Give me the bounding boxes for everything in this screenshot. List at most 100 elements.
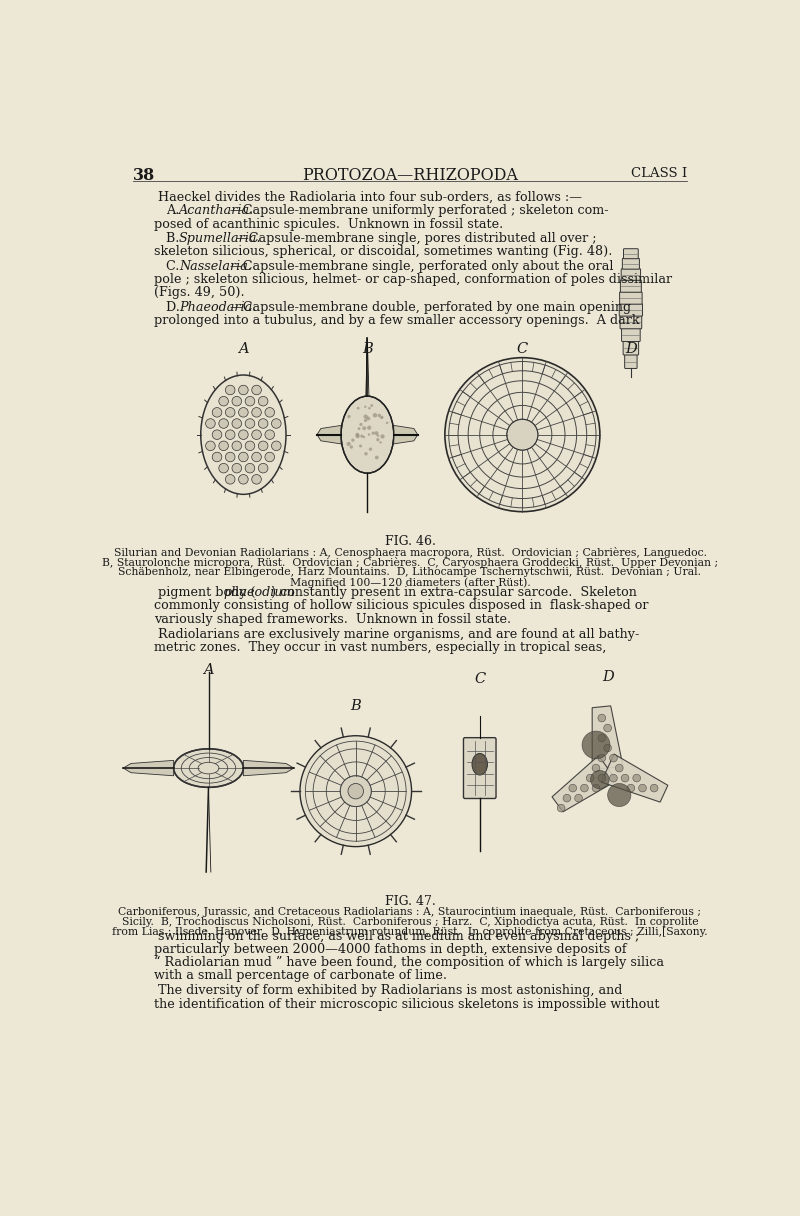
Circle shape <box>598 754 606 762</box>
Circle shape <box>376 438 379 441</box>
Circle shape <box>375 456 378 460</box>
Circle shape <box>590 771 609 789</box>
Circle shape <box>245 396 254 406</box>
Text: C.: C. <box>166 260 183 272</box>
Text: Spumellaria.: Spumellaria. <box>179 232 262 246</box>
Circle shape <box>381 416 383 418</box>
Circle shape <box>445 358 600 512</box>
Circle shape <box>374 432 378 435</box>
Circle shape <box>363 415 368 418</box>
Circle shape <box>238 407 248 417</box>
Text: The diversity of form exhibited by Radiolarians is most astonishing, and: The diversity of form exhibited by Radio… <box>158 985 622 997</box>
Circle shape <box>507 420 538 450</box>
Text: pigment body (: pigment body ( <box>158 586 256 599</box>
Circle shape <box>558 804 565 812</box>
Polygon shape <box>317 426 341 444</box>
Polygon shape <box>552 755 617 812</box>
FancyBboxPatch shape <box>622 328 640 342</box>
Circle shape <box>340 776 371 806</box>
Circle shape <box>245 418 254 428</box>
Circle shape <box>238 430 248 439</box>
Text: with a small percentage of carbonate of lime.: with a small percentage of carbonate of … <box>154 969 447 983</box>
Circle shape <box>362 427 366 430</box>
Text: Phaeodaria.: Phaeodaria. <box>179 300 256 314</box>
Text: Schäbenholz, near Elbingerode, Harz Mountains.  D, Lithocampe Tschernytschwii, R: Schäbenholz, near Elbingerode, Harz Moun… <box>118 567 702 578</box>
Text: CLASS I: CLASS I <box>631 168 687 180</box>
Ellipse shape <box>341 396 394 473</box>
Circle shape <box>226 452 235 462</box>
Circle shape <box>366 417 370 421</box>
Text: Carboniferous, Jurassic, and Cretaceous Radiolarians : A, Staurocintium inaequal: Carboniferous, Jurassic, and Cretaceous … <box>118 907 702 917</box>
Polygon shape <box>394 426 418 444</box>
Circle shape <box>347 415 350 418</box>
Circle shape <box>300 736 411 846</box>
Circle shape <box>369 447 372 451</box>
Text: A: A <box>203 663 214 676</box>
Circle shape <box>252 474 262 484</box>
Text: “ Radiolarian mud ” have been found, the composition of which is largely silica: “ Radiolarian mud ” have been found, the… <box>154 956 664 969</box>
Circle shape <box>206 441 215 451</box>
Circle shape <box>364 418 367 422</box>
Circle shape <box>574 794 582 803</box>
Text: B: B <box>362 342 373 356</box>
Polygon shape <box>601 754 668 803</box>
Circle shape <box>598 775 606 782</box>
Circle shape <box>226 407 235 417</box>
Circle shape <box>598 734 606 742</box>
Circle shape <box>252 430 262 439</box>
Circle shape <box>232 441 242 451</box>
FancyBboxPatch shape <box>623 342 638 355</box>
Circle shape <box>226 474 235 484</box>
Circle shape <box>232 418 242 428</box>
Circle shape <box>350 445 353 449</box>
Ellipse shape <box>201 375 286 495</box>
FancyBboxPatch shape <box>625 355 637 368</box>
FancyBboxPatch shape <box>463 738 496 799</box>
Text: A.: A. <box>166 204 183 218</box>
Circle shape <box>563 794 571 803</box>
Circle shape <box>238 385 248 395</box>
Ellipse shape <box>174 749 243 787</box>
Circle shape <box>368 407 370 410</box>
Circle shape <box>364 406 366 407</box>
Circle shape <box>650 784 658 792</box>
FancyBboxPatch shape <box>621 280 642 292</box>
Text: swimming on the surface, as well as at medium and even abysmal depths ;: swimming on the surface, as well as at m… <box>158 930 639 942</box>
Text: PROTOZOA—RHIZOPODA: PROTOZOA—RHIZOPODA <box>302 168 518 185</box>
Circle shape <box>569 784 577 792</box>
FancyBboxPatch shape <box>621 269 641 280</box>
Circle shape <box>219 418 229 428</box>
Circle shape <box>380 434 385 439</box>
Circle shape <box>592 764 600 772</box>
Circle shape <box>581 784 588 792</box>
FancyBboxPatch shape <box>623 249 638 259</box>
Text: Sicily.  B, Trochodiscus Nicholsoni, Rüst.  Carboniferous ; Harz.  C, Xiphodicty: Sicily. B, Trochodiscus Nicholsoni, Rüst… <box>122 917 698 927</box>
FancyBboxPatch shape <box>622 258 639 269</box>
Text: D: D <box>625 342 637 356</box>
Circle shape <box>364 452 368 456</box>
Text: —Capsule-membrane double, perforated by one main opening: —Capsule-membrane double, perforated by … <box>230 300 631 314</box>
Circle shape <box>368 433 370 435</box>
Circle shape <box>219 463 229 473</box>
Text: D: D <box>602 670 614 685</box>
Text: D.: D. <box>166 300 184 314</box>
Circle shape <box>271 441 281 451</box>
Circle shape <box>351 439 354 441</box>
Circle shape <box>232 396 242 406</box>
Circle shape <box>258 418 268 428</box>
Circle shape <box>265 407 274 417</box>
Text: metric zones.  They occur in vast numbers, especially in tropical seas,: metric zones. They occur in vast numbers… <box>154 641 606 654</box>
Text: commonly consisting of hollow silicious spicules disposed in  flask-shaped or: commonly consisting of hollow silicious … <box>154 599 649 613</box>
Circle shape <box>265 452 274 462</box>
Circle shape <box>633 775 641 782</box>
Circle shape <box>206 418 215 428</box>
Circle shape <box>258 396 268 406</box>
Polygon shape <box>592 705 623 770</box>
Ellipse shape <box>472 754 487 775</box>
Circle shape <box>212 407 222 417</box>
Text: B.: B. <box>166 232 183 246</box>
Circle shape <box>238 452 248 462</box>
Circle shape <box>370 404 373 407</box>
Text: —Capsule-membrane uniformly perforated ; skeleton com-: —Capsule-membrane uniformly perforated ;… <box>230 204 609 218</box>
Circle shape <box>586 775 594 782</box>
